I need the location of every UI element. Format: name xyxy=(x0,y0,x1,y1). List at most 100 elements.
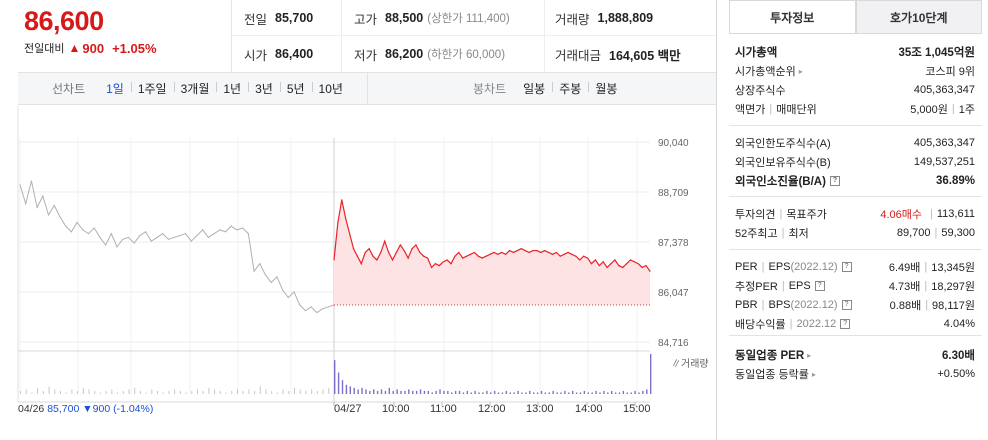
volume-bar-prev xyxy=(225,392,227,394)
per-label: PER xyxy=(735,261,758,273)
period-3month-button[interactable]: 3개월 xyxy=(173,80,217,97)
volume-bar-prev xyxy=(276,392,278,394)
section-valuation: PER | EPS (2022.12)? 6.49배 | 13,345원 추정PER | EP… xyxy=(729,250,982,336)
trade-value-value: 164,605 백만 xyxy=(609,48,681,63)
today-point xyxy=(450,263,452,265)
prev-footer-close: 85,700 xyxy=(47,403,82,415)
volume-bar-today xyxy=(540,390,543,394)
dividend-row: 배당수익률 | 2022.12? 4.04% xyxy=(735,318,975,331)
volume-bar-today xyxy=(626,392,628,394)
prev-day-point xyxy=(105,244,107,246)
volume-bar-today xyxy=(439,389,441,394)
help-icon[interactable]: ? xyxy=(841,262,852,272)
prev-day-point xyxy=(304,310,307,312)
today-point xyxy=(622,266,624,269)
prev-day-point xyxy=(70,231,72,233)
help-icon[interactable]: ? xyxy=(814,281,825,291)
per-date: (2022.12) xyxy=(790,261,838,273)
volume-bar-prev xyxy=(134,387,136,394)
market-cap-rank-row[interactable]: 시가총액순위 ▸ 코스피 9위 xyxy=(735,62,975,80)
bps-label: BPS xyxy=(768,299,791,311)
tab-investment-info[interactable]: 투자정보 xyxy=(729,0,856,34)
volume-bar-today xyxy=(396,389,398,394)
prev-day-point xyxy=(36,206,38,208)
volume-bar-prev xyxy=(71,389,73,394)
sector-per-row[interactable]: 동일업종 PER ▸ 6.30배 xyxy=(735,346,975,364)
volume-bar-today xyxy=(556,392,558,394)
volume-bar-today xyxy=(583,390,586,394)
today-line xyxy=(333,199,651,272)
prev-day-point xyxy=(25,203,27,205)
help-icon[interactable]: ? xyxy=(840,319,851,329)
today-point xyxy=(469,253,472,255)
chevron-right-icon: ▸ xyxy=(811,369,816,379)
change-label: 전일대비 xyxy=(24,43,65,55)
today-point xyxy=(391,259,394,261)
target-price-value: 113,611 xyxy=(936,208,975,220)
volume-label: 거래량 xyxy=(555,12,590,27)
listed-shares-value: 405,363,347 xyxy=(913,84,975,96)
today-point xyxy=(528,251,530,254)
foreign-limit-row: 외국인한도주식수(A) 405,363,347 xyxy=(735,134,975,152)
dividend-date: 2022.12 xyxy=(796,318,837,330)
today-point xyxy=(629,259,632,261)
today-point xyxy=(571,253,573,255)
period-1day-button[interactable]: 1일 xyxy=(106,82,124,96)
today-point xyxy=(395,251,398,254)
trade-unit-label: 매매단위 xyxy=(776,104,817,116)
period-3year-button[interactable]: 3년 xyxy=(248,80,280,97)
today-point xyxy=(590,263,593,265)
candle-monthly-button[interactable]: 월봉 xyxy=(588,80,624,97)
lower-limit: (하한가 60,000) xyxy=(427,49,506,61)
today-point xyxy=(368,248,370,250)
today-point xyxy=(462,257,464,259)
today-point xyxy=(399,244,401,246)
candle-weekly-button[interactable]: 주봉 xyxy=(552,80,588,97)
volume-bar-prev xyxy=(54,389,56,394)
investment-info-panel: 투자정보 호가10단계 시가총액 35조 1,045억원 시가총액순위 ▸ 코스피… xyxy=(716,0,988,440)
low-cell: 저가 86,200 (하한가 60,000) xyxy=(342,36,545,72)
dividend-value: 4.04% xyxy=(943,318,975,330)
volume-bar-today xyxy=(392,390,394,394)
prev-day-point xyxy=(19,184,21,186)
prev-day-point xyxy=(196,234,198,237)
prev-day-point xyxy=(327,306,329,308)
volume-bar-today xyxy=(525,392,527,394)
candle-daily-button[interactable]: 일봉 xyxy=(523,82,546,96)
price-chart[interactable]: 90,040 88,709 87,378 86,047 84,716 ∥거래량 04/2… xyxy=(0,106,716,440)
bps-value: 98,117원 xyxy=(932,300,975,312)
volume-bar-today xyxy=(564,390,566,394)
period-10year-button[interactable]: 10년 xyxy=(311,80,350,97)
prev-day-point xyxy=(133,242,135,244)
volume-bar-today xyxy=(529,390,531,394)
volume-bar-today xyxy=(380,389,383,394)
period-1week-button[interactable]: 1주일 xyxy=(130,80,174,97)
section-foreign: 외국인한도주식수(A) 405,363,347 외국인보유주식수(B) 149,… xyxy=(729,126,982,197)
current-price: 86,600 xyxy=(24,6,104,36)
y-axis: 90,040 88,709 87,378 86,047 84,716 xyxy=(658,138,689,349)
tab-order-book[interactable]: 호가10단계 xyxy=(855,0,982,34)
prev-day-point xyxy=(287,296,289,299)
prev-day-point xyxy=(162,233,164,235)
change-value: 900 xyxy=(82,40,105,56)
trade-unit-value: 1주 xyxy=(958,104,975,116)
prev-day-point xyxy=(87,233,90,235)
volume-bar-today xyxy=(509,392,511,394)
volume-bar-today xyxy=(451,392,453,394)
help-icon[interactable]: ? xyxy=(841,300,852,310)
period-5year-button[interactable]: 5년 xyxy=(279,80,312,97)
volume-bar-prev xyxy=(20,390,21,394)
volume-bar-prev xyxy=(111,389,113,394)
est-eps-value: 18,297원 xyxy=(931,281,975,293)
prev-day-point xyxy=(219,229,221,231)
volume-bar-today xyxy=(404,390,406,394)
today-point xyxy=(345,218,347,220)
open-label: 시가 xyxy=(244,48,268,63)
help-icon[interactable]: ? xyxy=(829,176,840,186)
today-point xyxy=(508,249,511,252)
volume-bar-today xyxy=(373,389,375,394)
sector-rate-row[interactable]: 동일업종 등락률 ▸ +0.50% xyxy=(735,365,975,383)
today-point xyxy=(473,251,476,254)
volume-bar-prev xyxy=(305,390,307,394)
period-1year-button[interactable]: 1년 xyxy=(216,80,248,97)
